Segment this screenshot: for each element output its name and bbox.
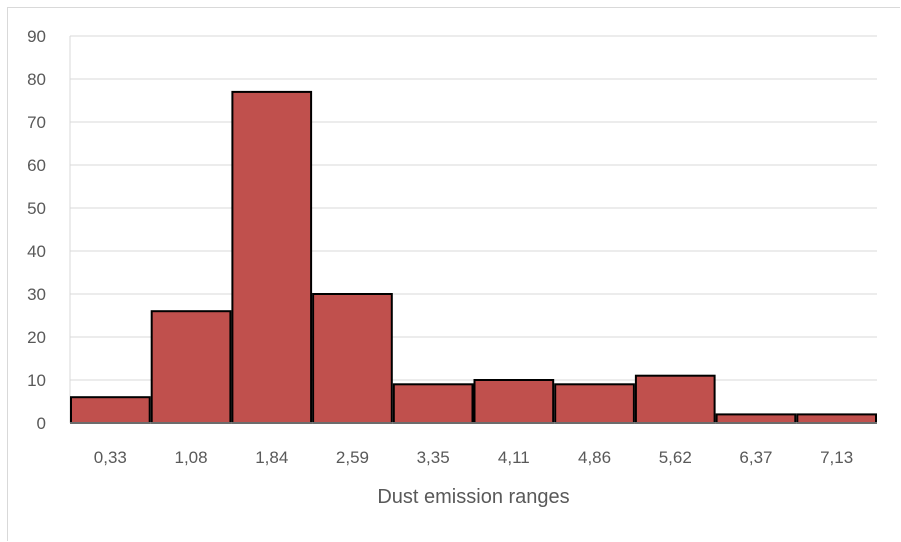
y-tick-label: 90 <box>27 27 46 46</box>
bar-2,59 <box>312 293 393 424</box>
bar-3,35 <box>392 383 474 424</box>
x-tick-label: 3,35 <box>417 448 450 467</box>
y-tick-label: 30 <box>27 285 46 304</box>
y-tick-label: 60 <box>27 156 46 175</box>
bars <box>70 90 877 425</box>
x-tick-label: 4,11 <box>498 448 530 467</box>
x-tick-label: 1,08 <box>175 448 208 467</box>
bar-1,84 <box>231 90 313 425</box>
y-tick-label: 0 <box>37 414 46 433</box>
y-tick-label: 50 <box>27 199 46 218</box>
x-tick-label: 5,62 <box>659 448 692 467</box>
x-axis-tick-labels: 0,33 1,08 1,84 2,59 3,35 4,11 4,86 5,62 6,37 7,13 <box>94 448 853 467</box>
chart-frame <box>7 7 900 541</box>
x-tick-label: 4,86 <box>578 448 611 467</box>
bar-6,37 <box>715 413 797 424</box>
y-tick-label: 20 <box>27 328 46 347</box>
y-tick-label: 80 <box>27 70 46 89</box>
y-axis-tick-labels: 0 10 20 30 40 50 60 70 80 90 <box>27 27 46 433</box>
y-tick-label: 70 <box>27 113 46 132</box>
bar-4,86 <box>554 383 635 424</box>
x-tick-label: 6,37 <box>739 448 772 467</box>
y-tick-label: 40 <box>27 242 46 261</box>
x-axis-title: Dust emission ranges <box>377 486 569 508</box>
bar-0,33 <box>70 396 151 425</box>
grid-lines <box>69 35 877 423</box>
y-tick-label: 10 <box>27 371 46 390</box>
bar-4,11 <box>473 379 555 424</box>
bar-5,62 <box>634 374 716 425</box>
x-tick-label: 7,13 <box>820 448 853 467</box>
bar-7,13 <box>796 413 877 424</box>
x-tick-label: 1,84 <box>255 448 288 467</box>
bar-1,08 <box>150 310 232 425</box>
x-tick-label: 2,59 <box>336 448 369 467</box>
x-tick-label: 0,33 <box>94 448 127 467</box>
